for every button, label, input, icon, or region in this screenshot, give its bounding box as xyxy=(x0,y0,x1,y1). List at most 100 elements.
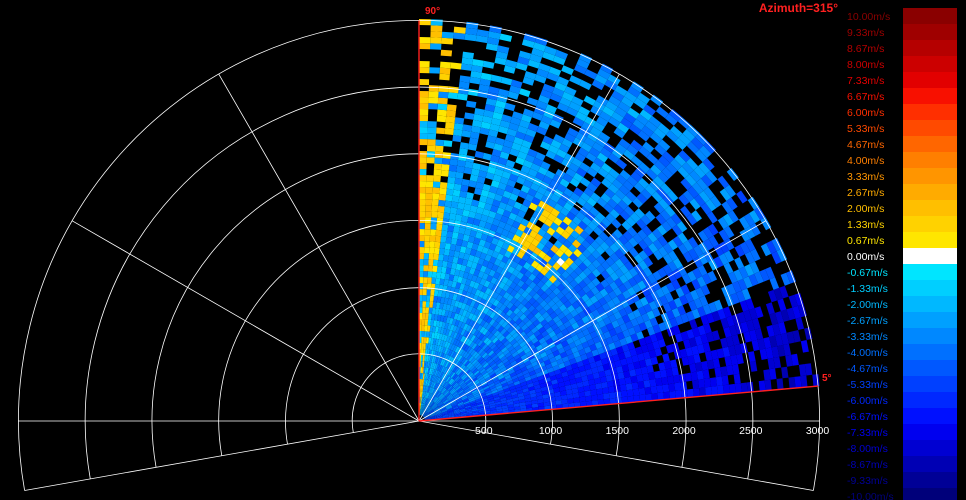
velocity-cell xyxy=(569,75,582,86)
velocity-cell xyxy=(419,193,426,200)
velocity-cell xyxy=(652,324,661,334)
velocity-cell xyxy=(431,403,436,409)
velocity-cell xyxy=(490,362,498,369)
velocity-cell xyxy=(464,352,470,359)
velocity-cell xyxy=(448,164,458,172)
velocity-cell xyxy=(419,157,427,164)
velocity-cell xyxy=(439,182,448,189)
colorbar-label: -10.00m/s xyxy=(847,491,894,500)
velocity-cell xyxy=(529,229,538,239)
velocity-cell xyxy=(485,141,495,149)
velocity-cell xyxy=(437,339,442,346)
velocity-cell xyxy=(730,292,740,305)
velocity-cell xyxy=(535,304,544,312)
velocity-cell xyxy=(547,352,555,360)
velocity-cell xyxy=(424,415,430,419)
velocity-cell xyxy=(448,336,453,344)
velocity-cell xyxy=(494,339,501,346)
velocity-cell xyxy=(479,252,487,260)
azimuth-spoke xyxy=(72,220,420,422)
velocity-cell xyxy=(557,102,569,113)
range-label: 1000 xyxy=(539,425,563,437)
velocity-cell xyxy=(693,298,703,309)
velocity-cell xyxy=(455,263,462,271)
velocity-cell xyxy=(624,335,633,344)
velocity-cell xyxy=(431,381,435,388)
velocity-cell xyxy=(472,218,481,226)
velocity-cell xyxy=(454,244,462,252)
velocity-cell xyxy=(528,344,536,351)
velocity-cell xyxy=(477,317,484,325)
velocity-cell xyxy=(490,276,498,285)
velocity-cell xyxy=(763,337,772,349)
velocity-cell xyxy=(427,133,437,140)
velocity-cell xyxy=(539,299,548,308)
velocity-cell xyxy=(612,228,623,239)
velocity-cell xyxy=(725,336,734,347)
velocity-cell xyxy=(664,205,676,218)
velocity-cell xyxy=(443,297,449,305)
velocity-cell xyxy=(661,167,674,179)
velocity-cell xyxy=(597,399,605,406)
velocity-cell xyxy=(436,414,443,417)
velocity-cell xyxy=(428,331,433,338)
velocity-cell xyxy=(579,230,590,240)
velocity-cell xyxy=(785,354,793,367)
velocity-cell xyxy=(646,168,658,181)
velocity-cell xyxy=(576,196,587,207)
velocity-cell xyxy=(511,322,519,330)
velocity-cell xyxy=(596,152,609,163)
velocity-cell xyxy=(573,257,583,267)
velocity-cell xyxy=(430,416,437,419)
velocity-cell xyxy=(461,178,470,187)
velocity-cell xyxy=(424,229,431,236)
velocity-cell xyxy=(733,269,744,282)
velocity-cell xyxy=(482,227,491,236)
velocity-cell xyxy=(545,240,554,250)
velocity-cell xyxy=(618,283,628,294)
velocity-cell xyxy=(529,393,537,398)
velocity-cell xyxy=(524,376,532,382)
velocity-cell xyxy=(441,164,450,171)
velocity-cell xyxy=(469,230,477,238)
velocity-cell xyxy=(435,338,439,346)
velocity-cell xyxy=(640,214,651,226)
colorbar-label: 7.33m/s xyxy=(847,75,884,87)
velocity-cell xyxy=(421,397,424,404)
velocity-cell xyxy=(451,281,457,288)
velocity-cell xyxy=(431,199,439,206)
velocity-cell xyxy=(626,389,634,397)
velocity-cell xyxy=(513,292,522,300)
velocity-cell xyxy=(769,368,777,380)
velocity-cell xyxy=(484,364,491,371)
colorbar-swatch xyxy=(903,360,957,376)
velocity-cell xyxy=(583,225,594,236)
velocity-cell xyxy=(465,379,472,385)
velocity-cell xyxy=(428,409,433,414)
velocity-cell xyxy=(458,348,464,356)
velocity-cell xyxy=(628,267,639,278)
velocity-cell xyxy=(527,148,538,158)
velocity-cell xyxy=(582,267,592,277)
colorbar-swatch xyxy=(903,248,957,264)
velocity-cell xyxy=(515,131,526,140)
velocity-cell xyxy=(605,322,615,331)
velocity-cell xyxy=(447,330,453,337)
velocity-cell xyxy=(601,162,613,174)
velocity-cell xyxy=(654,143,667,156)
colorbar-label: -2.67m/s xyxy=(847,315,888,327)
velocity-cell xyxy=(533,330,541,338)
velocity-cell xyxy=(419,223,425,230)
velocity-cell xyxy=(520,323,529,331)
velocity-cell xyxy=(435,345,440,352)
velocity-cell xyxy=(524,394,531,399)
velocity-cell xyxy=(434,383,439,389)
velocity-cell xyxy=(438,403,444,408)
velocity-cell xyxy=(441,334,446,341)
velocity-cell xyxy=(507,266,516,274)
velocity-cell xyxy=(432,404,438,410)
velocity-cell xyxy=(492,337,499,344)
velocity-cell xyxy=(596,264,606,274)
velocity-cell xyxy=(489,352,497,359)
velocity-cell xyxy=(578,365,586,373)
